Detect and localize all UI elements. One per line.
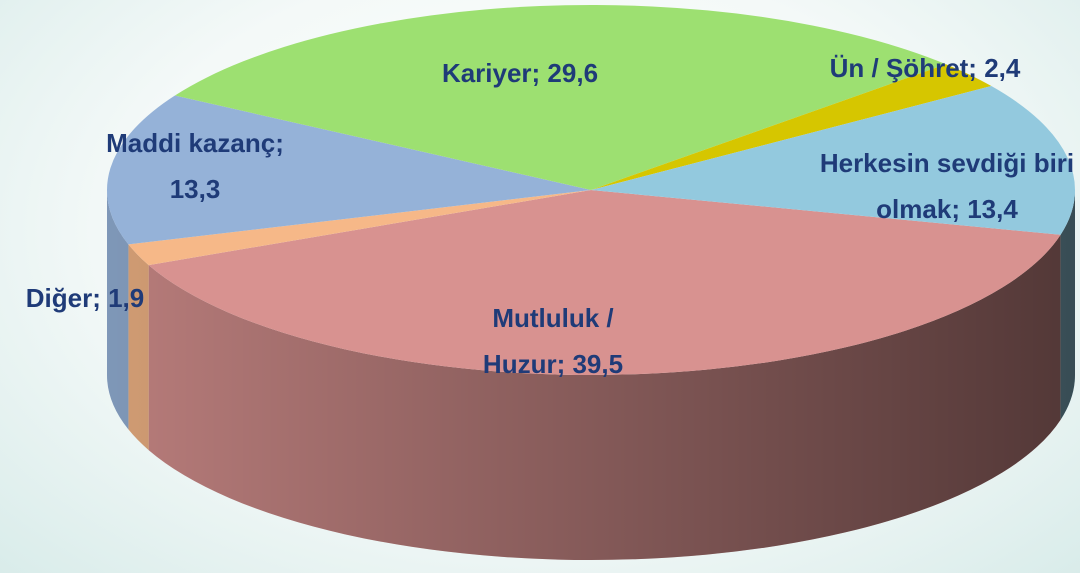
slice (148, 190, 1061, 376)
data-label: Diğer; 1,9 (25, 283, 145, 313)
data-label: Mutluluk / Huzur; 39,5 (482, 303, 624, 379)
data-label: Ün / Şöhret; 2,4 (829, 53, 1021, 83)
side-shade (128, 244, 149, 451)
data-label: Maddi kazanç; 13,3 (106, 128, 284, 204)
slice (174, 4, 946, 190)
slice (128, 190, 591, 266)
data-label: Herkesin sevdiği biri olmak; 13,4 (819, 148, 1075, 224)
slice (591, 86, 1075, 235)
side-shade (148, 234, 1061, 561)
side-shade (107, 190, 129, 430)
side-shade (1060, 190, 1075, 420)
slice (106, 95, 591, 245)
slice (591, 64, 992, 190)
data-label: Kariyer; 29,6 (441, 58, 599, 88)
